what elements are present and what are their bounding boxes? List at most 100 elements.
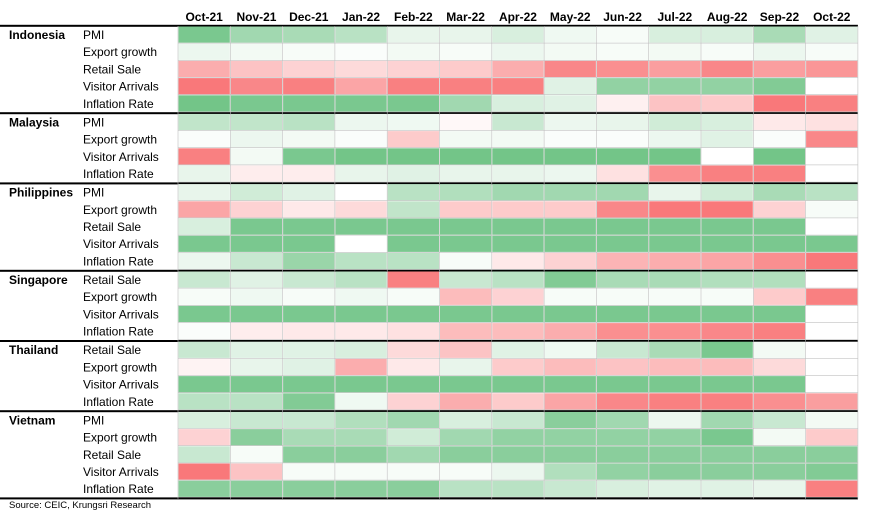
heatmap-cell <box>387 480 439 497</box>
heatmap-cell <box>806 252 858 270</box>
indicator-label: PMI <box>83 28 104 42</box>
column-separator <box>230 26 231 499</box>
heatmap-cell <box>230 235 283 252</box>
column-header: Apr-22 <box>499 10 537 24</box>
heatmap-cell <box>753 358 806 376</box>
heatmap-cell <box>387 95 439 112</box>
heatmap-cell <box>283 323 335 340</box>
heatmap-cell <box>806 78 858 95</box>
heatmap-cell <box>440 411 492 429</box>
indicator-label: Visitor Arrivals <box>83 465 159 479</box>
heatmap-cell <box>283 43 335 60</box>
heatmap-cell <box>178 446 230 463</box>
indicator-label: Retail Sale <box>83 62 141 76</box>
heatmap-cell <box>283 148 335 165</box>
row-separator <box>178 77 858 78</box>
row-separator <box>178 497 858 498</box>
heatmap-cell <box>701 201 753 218</box>
heatmap-cell <box>283 201 335 218</box>
heatmap-cell <box>178 235 230 252</box>
column-separator <box>282 26 283 499</box>
country-label: Malaysia <box>9 115 59 129</box>
heatmap-cell <box>335 288 387 305</box>
heatmap-cell <box>544 113 596 131</box>
row-separator <box>178 375 858 376</box>
heatmap-cell <box>178 429 230 446</box>
heatmap-cell <box>387 271 439 288</box>
indicator-label: Export growth <box>83 133 157 147</box>
heatmap-cell <box>335 376 387 393</box>
column-header: Mar-22 <box>446 10 485 24</box>
column-header: Oct-21 <box>185 10 223 24</box>
heatmap-cell <box>230 358 283 376</box>
heatmap-cell <box>701 26 753 43</box>
heatmap-cell <box>544 480 596 497</box>
heatmap-cell <box>387 78 439 95</box>
heatmap-cell <box>387 463 439 480</box>
heatmap-cell <box>335 165 387 182</box>
column-separator <box>596 26 597 499</box>
heatmap-cell <box>649 60 701 78</box>
heatmap-cell <box>806 113 858 131</box>
heatmap-cell <box>806 429 858 446</box>
heatmap-cell <box>544 235 596 252</box>
heatmap-cell <box>701 235 753 252</box>
heatmap-cell <box>387 218 439 235</box>
heatmap-cell <box>178 288 230 305</box>
heatmap-cell <box>283 411 335 429</box>
heatmap-cell <box>753 235 806 252</box>
heatmap-cell <box>649 411 701 429</box>
indicator-label: Visitor Arrivals <box>83 378 159 392</box>
heatmap-cell <box>492 341 544 358</box>
heatmap-cell <box>230 131 283 148</box>
heatmap-cell <box>178 148 230 165</box>
heatmap-cell <box>806 184 858 201</box>
heatmap-cell <box>492 480 544 497</box>
heatmap-cell <box>649 288 701 305</box>
row-separator <box>178 252 858 253</box>
heatmap-cell <box>387 376 439 393</box>
heatmap-cell <box>387 446 439 463</box>
heatmap-cell <box>387 429 439 446</box>
heatmap-cell <box>335 60 387 78</box>
heatmap-cell <box>440 480 492 497</box>
heatmap-cell <box>701 95 753 112</box>
heatmap-cell <box>649 95 701 112</box>
row-separator <box>178 428 858 429</box>
indicator-label: Inflation Rate <box>83 167 154 181</box>
heatmap-cell <box>230 376 283 393</box>
heatmap-cell <box>701 113 753 131</box>
heatmap-cell <box>649 252 701 270</box>
heatmap-cell <box>806 235 858 252</box>
heatmap-cell <box>440 323 492 340</box>
heatmap-cell <box>230 148 283 165</box>
heatmap-cell <box>806 26 858 43</box>
heatmap-cell <box>387 201 439 218</box>
column-separator <box>805 26 806 499</box>
heatmap-cell <box>440 288 492 305</box>
heatmap-cell <box>753 131 806 148</box>
indicator-label: Inflation Rate <box>83 482 154 496</box>
heatmap-cell <box>440 376 492 393</box>
heatmap-cell <box>440 271 492 288</box>
indicator-label: Export growth <box>83 431 157 445</box>
heatmap-cell <box>701 78 753 95</box>
heatmap-cell <box>178 78 230 95</box>
column-header: Jul-22 <box>658 10 693 24</box>
heatmap-cell <box>335 252 387 270</box>
heatmap-cell <box>701 184 753 201</box>
heatmap-cell <box>387 411 439 429</box>
row-separator <box>178 234 858 236</box>
heatmap-cell <box>230 95 283 112</box>
heatmap-cell <box>440 95 492 112</box>
heatmap-cell <box>283 131 335 148</box>
indicator-label: Retail Sale <box>83 343 141 357</box>
heatmap-cell <box>701 288 753 305</box>
heatmap-cell <box>283 26 335 43</box>
heatmap-cell <box>440 113 492 131</box>
heatmap-cell <box>596 376 649 393</box>
heatmap-cell <box>283 235 335 252</box>
heatmap-cell <box>649 201 701 218</box>
group-border <box>0 112 858 115</box>
heatmap-cell <box>178 271 230 288</box>
